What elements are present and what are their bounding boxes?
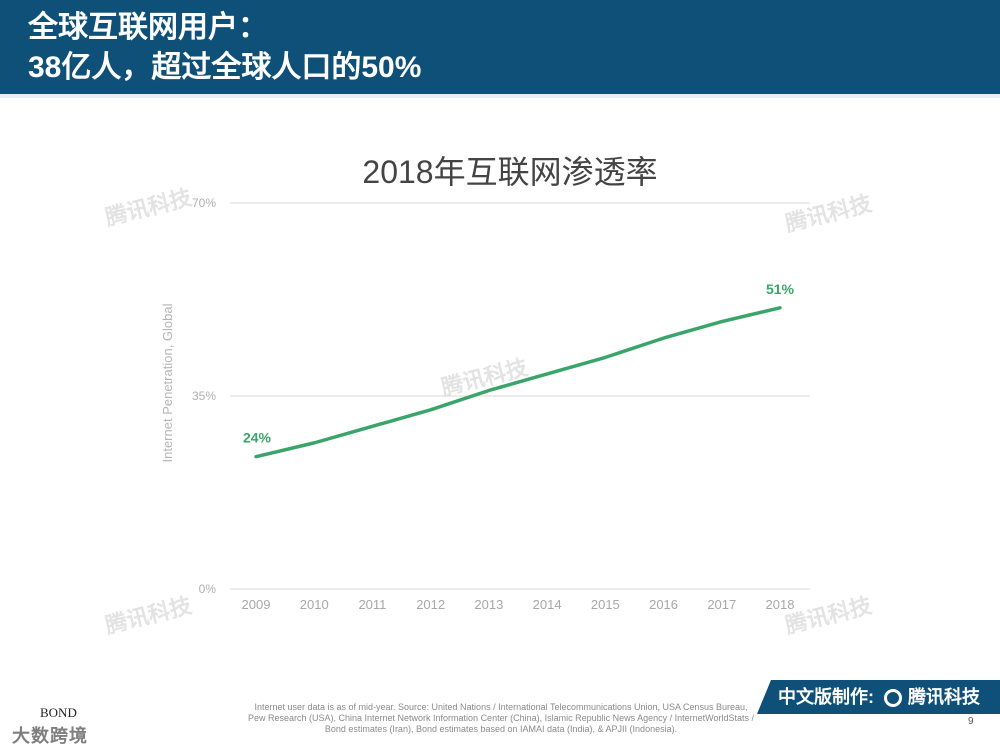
brand-banner xyxy=(757,680,1000,714)
x-tick-label: 2018 xyxy=(766,597,795,612)
tencent-logo-icon xyxy=(884,689,902,707)
y-tick-label: 35% xyxy=(192,389,216,403)
series-line xyxy=(254,306,782,459)
y-axis-label: Internet Penetration, Global xyxy=(160,303,175,462)
header-divider xyxy=(0,94,1000,98)
x-tick-label: 2015 xyxy=(591,597,620,612)
x-tick-label: 2016 xyxy=(649,597,678,612)
x-tick-label: 2011 xyxy=(358,597,386,612)
data-label: 24% xyxy=(243,430,272,446)
bond-logo: BOND xyxy=(40,705,77,720)
y-tick-label: 70% xyxy=(192,196,216,210)
slide-title-line-2: 38亿人，超过全球人口的50% xyxy=(28,51,422,84)
x-tick-label: 2014 xyxy=(533,597,562,612)
brand-label: 中文版制作: xyxy=(778,687,874,707)
watermark-logo: 大数跨境 xyxy=(12,726,88,746)
slide-header: 全球互联网用户： 38亿人，超过全球人口的50% xyxy=(0,0,1000,94)
data-label: 51% xyxy=(766,281,795,297)
y-tick-label: 0% xyxy=(199,582,217,596)
source-note: Internet user data is as of mid-year. So… xyxy=(247,702,755,734)
brand-name: 腾讯科技 xyxy=(908,687,980,707)
slide-title-line-1: 全球互联网用户： xyxy=(28,11,268,44)
page-number: 9 xyxy=(968,716,974,727)
x-tick-label: 2017 xyxy=(707,597,736,612)
chart-title: 2018年互联网渗透率 xyxy=(362,154,657,190)
x-tick-label: 2010 xyxy=(300,597,329,612)
x-tick-label: 2009 xyxy=(242,597,271,612)
x-tick-label: 2013 xyxy=(474,597,503,612)
x-tick-label: 2012 xyxy=(416,597,445,612)
